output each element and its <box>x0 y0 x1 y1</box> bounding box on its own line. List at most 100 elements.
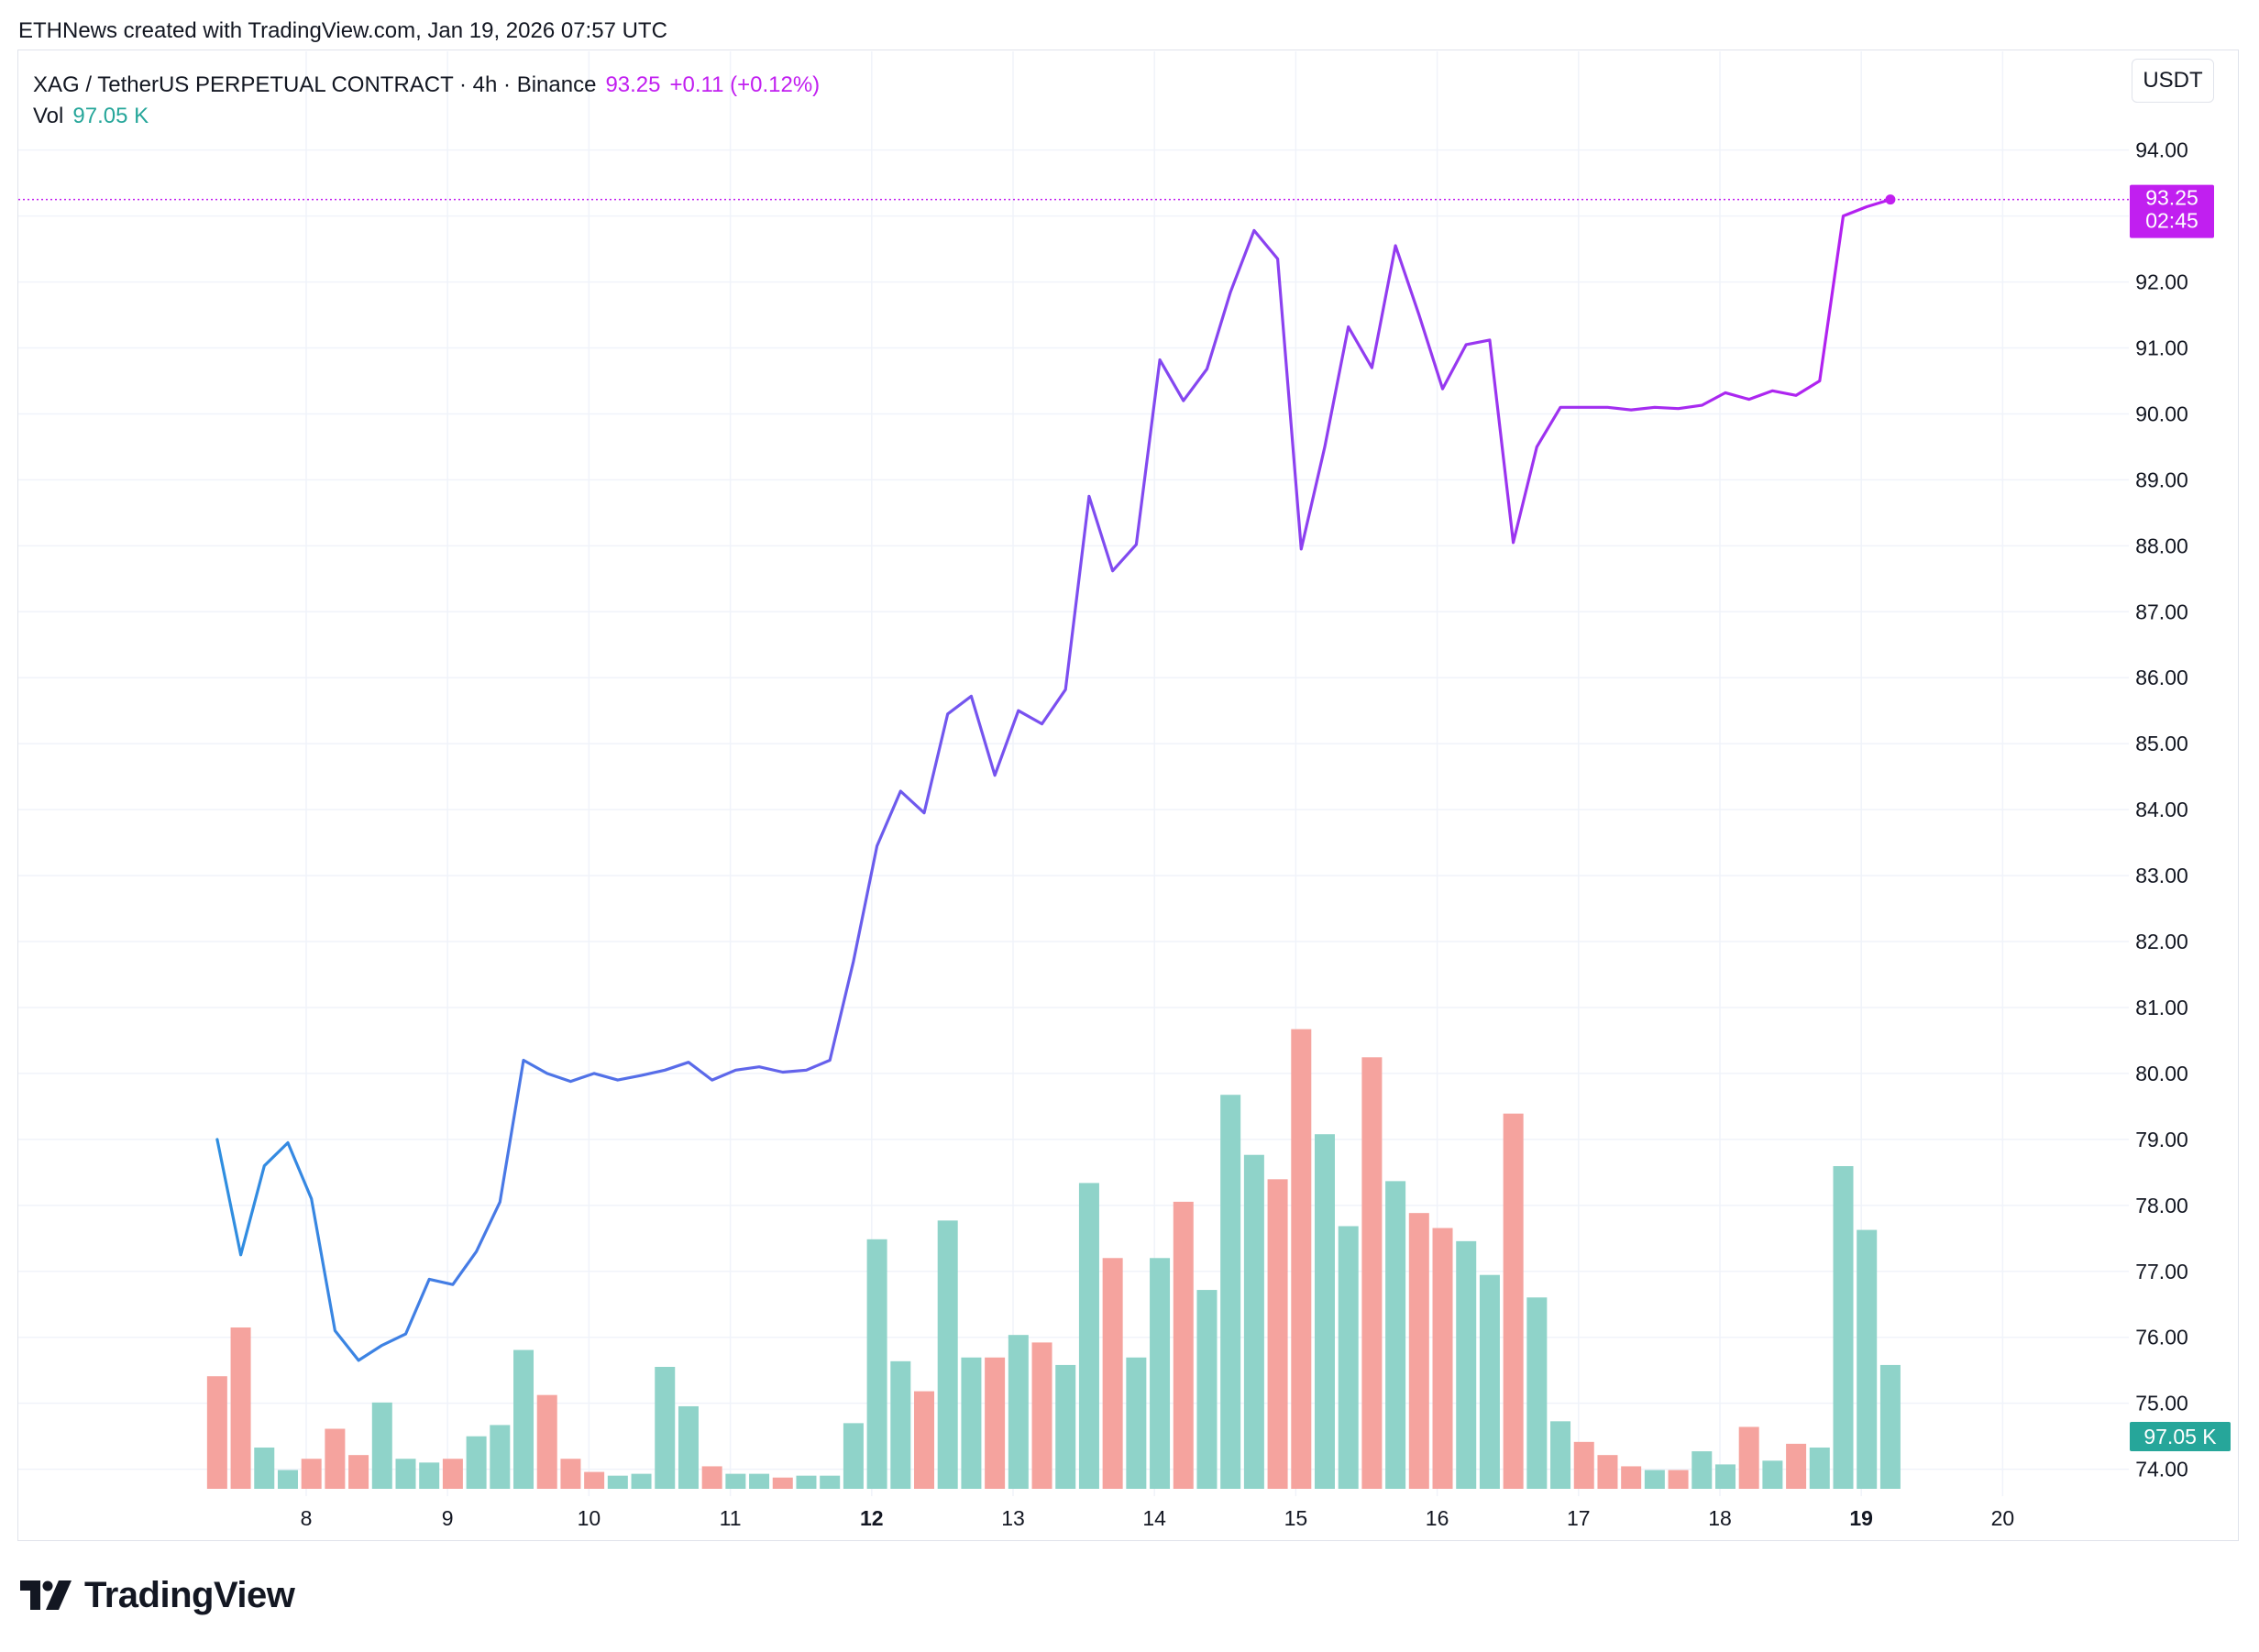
volume-bar <box>890 1360 911 1489</box>
x-tick-label: 12 <box>860 1506 884 1530</box>
y-tick-label: 75.00 <box>2135 1392 2188 1415</box>
volume-bar <box>772 1477 793 1489</box>
y-tick-label: 84.00 <box>2135 798 2188 821</box>
volume-bar <box>1526 1297 1548 1489</box>
y-tick-label: 77.00 <box>2135 1260 2188 1283</box>
x-tick-label: 17 <box>1567 1506 1591 1530</box>
y-tick-label: 78.00 <box>2135 1194 2188 1217</box>
tradingview-logo-text: TradingView <box>84 1575 295 1615</box>
volume-bar <box>725 1473 746 1489</box>
y-tick-label: 80.00 <box>2135 1062 2188 1085</box>
bar-countdown: 02:45 <box>2145 209 2198 233</box>
volume-bar <box>1008 1335 1029 1489</box>
time-axis[interactable]: 8 9 10 11 12 13 14 15 16 17 18 19 20 <box>301 1506 2015 1530</box>
volume-bar <box>1621 1466 1642 1489</box>
volume-bar <box>1385 1181 1406 1489</box>
volume-bar <box>843 1423 864 1489</box>
volume-bar <box>536 1394 557 1489</box>
volume-bar <box>985 1357 1006 1489</box>
volume-bar <box>1361 1057 1383 1489</box>
chart-frame <box>17 50 2239 1541</box>
last-price-value: 93.25 <box>2145 186 2198 210</box>
y-tick-label: 83.00 <box>2135 864 2188 887</box>
volume-bar <box>325 1428 346 1489</box>
y-tick-label: 79.00 <box>2135 1128 2188 1151</box>
volume-bar <box>1644 1470 1665 1489</box>
volume-bar <box>1691 1451 1713 1489</box>
x-tick-label: 11 <box>720 1506 742 1530</box>
y-tick-label: 94.00 <box>2135 138 2188 162</box>
volume-bar <box>1833 1166 1854 1489</box>
volume-tag: 97.05 K <box>2130 1422 2231 1451</box>
grid-lines <box>18 51 2129 1496</box>
volume-bar <box>584 1471 605 1489</box>
volume-bar <box>1102 1258 1123 1489</box>
volume-bar <box>230 1327 251 1489</box>
volume-bar <box>395 1459 416 1489</box>
volume-bar <box>796 1475 817 1489</box>
volume-bar <box>1196 1290 1218 1489</box>
currency-button[interactable]: USDT <box>2132 59 2214 103</box>
volume-bar <box>560 1459 581 1489</box>
volume-bar <box>1668 1470 1689 1489</box>
y-tick-label: 81.00 <box>2135 996 2188 1019</box>
y-tick-label: 89.00 <box>2135 468 2188 491</box>
x-tick-label: 20 <box>1991 1506 2015 1530</box>
volume-bar <box>1243 1154 1264 1489</box>
volume-bar <box>1126 1357 1147 1489</box>
volume-bar <box>419 1462 440 1489</box>
volume-value: 97.05 K <box>72 104 149 128</box>
volume-label[interactable]: Vol <box>33 104 64 128</box>
volume-bar <box>1408 1213 1429 1489</box>
last-price-dot <box>1885 194 1896 205</box>
x-tick-label: 9 <box>442 1506 454 1530</box>
symbol-title[interactable]: XAG / TetherUS PERPETUAL CONTRACT · 4h ·… <box>33 72 597 97</box>
tradingview-logo[interactable]: TradingView <box>20 1575 295 1616</box>
x-tick-label: 15 <box>1284 1506 1308 1530</box>
volume-bar <box>1479 1274 1500 1489</box>
price-line <box>215 198 1892 1362</box>
volume-bar <box>678 1405 699 1489</box>
volume-bar <box>1456 1240 1477 1489</box>
volume-bar <box>914 1391 935 1489</box>
volume-bar <box>937 1220 958 1489</box>
y-tick-label: 76.00 <box>2135 1326 2188 1349</box>
volume-bar <box>866 1239 887 1489</box>
volume-bar <box>749 1473 770 1489</box>
volume-bar <box>1738 1426 1759 1489</box>
volume-bar <box>1031 1342 1052 1489</box>
volume-bar <box>1550 1421 1571 1489</box>
y-tick-label: 91.00 <box>2135 336 2188 360</box>
volume-bar <box>466 1436 487 1489</box>
legend-price: 93.25 <box>605 72 661 97</box>
volume-bar <box>1078 1183 1099 1489</box>
volume-bar <box>631 1473 652 1489</box>
x-tick-label: 16 <box>1426 1506 1449 1530</box>
volume-tag-value: 97.05 K <box>2143 1425 2217 1448</box>
volume-bar <box>1220 1095 1241 1489</box>
volume-bar <box>206 1376 227 1489</box>
volume-bar <box>701 1466 722 1489</box>
volume-bar <box>254 1447 275 1489</box>
volume-bar <box>442 1459 463 1489</box>
tradingview-logo-icon <box>20 1580 72 1610</box>
volume-bar <box>1314 1134 1335 1489</box>
volume-bar <box>1150 1258 1171 1489</box>
volume-bar <box>1173 1201 1194 1489</box>
y-tick-label: 85.00 <box>2135 732 2188 755</box>
x-tick-label: 13 <box>1001 1506 1025 1530</box>
legend-change: +0.11 (+0.12%) <box>669 72 821 97</box>
volume-bar <box>1857 1229 1878 1489</box>
volume-bar <box>820 1475 841 1489</box>
y-tick-label: 92.00 <box>2135 270 2188 294</box>
price-axis[interactable]: 74.00 75.00 76.00 77.00 78.00 79.00 80.00 81.00… <box>2135 138 2188 1481</box>
volume-bar <box>1762 1460 1783 1489</box>
y-tick-label: 87.00 <box>2135 600 2188 623</box>
x-tick-label: 14 <box>1142 1506 1166 1530</box>
volume-bars <box>206 1029 1901 1489</box>
y-tick-label: 88.00 <box>2135 534 2188 557</box>
chart-legend: XAG / TetherUS PERPETUAL CONTRACT · 4h ·… <box>33 70 820 132</box>
x-tick-label: 19 <box>1849 1506 1873 1530</box>
volume-bar <box>1879 1364 1901 1489</box>
